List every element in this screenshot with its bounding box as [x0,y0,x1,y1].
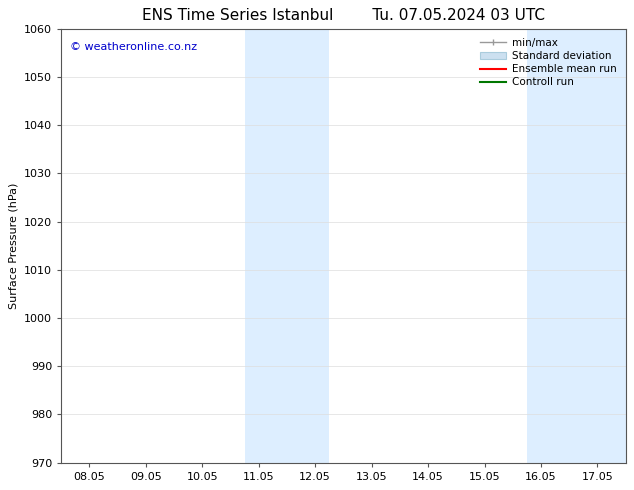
Y-axis label: Surface Pressure (hPa): Surface Pressure (hPa) [8,182,18,309]
Text: © weatheronline.co.nz: © weatheronline.co.nz [70,42,197,51]
Bar [245,29,329,463]
Title: ENS Time Series Istanbul        Tu. 07.05.2024 03 UTC: ENS Time Series Istanbul Tu. 07.05.2024 … [142,8,545,24]
Bar [527,29,626,463]
Legend: min/max, Standard deviation, Ensemble mean run, Controll run: min/max, Standard deviation, Ensemble me… [476,34,621,92]
